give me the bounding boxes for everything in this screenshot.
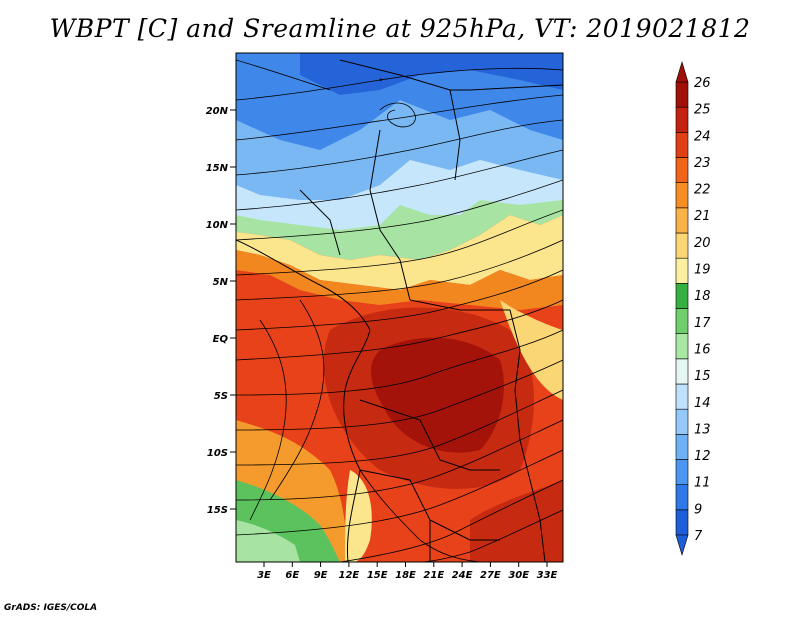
colorbar-segment xyxy=(675,333,689,360)
colorbar-segment xyxy=(675,257,689,284)
lon-tick-label: 6E xyxy=(285,570,299,581)
colorbar-segment xyxy=(675,358,689,385)
colorbar-label: 26 xyxy=(694,76,711,91)
colorbar-label: 25 xyxy=(694,103,711,118)
colorbar-label: 20 xyxy=(694,236,711,251)
colorbar-label: 22 xyxy=(694,183,711,198)
colorbar-segment xyxy=(675,308,689,334)
colorbar-label: 21 xyxy=(694,209,711,224)
colorbar-segment xyxy=(675,157,689,183)
colorbar-label: 14 xyxy=(694,396,711,411)
colorbar-label: 23 xyxy=(694,156,711,171)
lat-tick-label: EQ xyxy=(213,334,229,345)
colorbar-max-arrow xyxy=(675,60,689,83)
lat-tick-label: 10S xyxy=(207,448,228,459)
colorbar-segment xyxy=(675,132,689,158)
map-frame xyxy=(235,52,564,563)
lon-tick-label: 30E xyxy=(508,570,529,581)
colorbar-segment xyxy=(675,81,689,108)
colorbar-label: 9 xyxy=(694,502,702,517)
colorbar-segment xyxy=(675,484,689,511)
lon-tick-label: 24E xyxy=(452,570,473,581)
country-borders xyxy=(236,59,563,562)
lon-tick-label: 27E xyxy=(480,570,501,581)
colorbar-label: 13 xyxy=(694,422,711,437)
colorbar-segment xyxy=(675,509,689,536)
colorbar-segment xyxy=(675,383,689,410)
colorbar-segment xyxy=(675,207,689,234)
lat-tick-label: 15N xyxy=(206,163,229,174)
colorbar-label: 12 xyxy=(694,449,711,464)
colorbar-label: 19 xyxy=(694,263,711,278)
colorbar-segment xyxy=(675,434,689,460)
colorbar-segment xyxy=(675,459,689,485)
lat-tick-label: 5S xyxy=(214,391,228,402)
lat-tick-label: 5N xyxy=(213,277,229,288)
lon-tick-label: 3E xyxy=(257,570,271,581)
colorbar-segment xyxy=(675,283,689,309)
colorbar-label: 24 xyxy=(694,129,711,144)
streamlines xyxy=(236,59,563,562)
grads-credit: GrADS: IGES/COLA xyxy=(4,603,98,613)
lat-tick-label: 15S xyxy=(207,505,228,516)
lat-tick-label: 20N xyxy=(206,106,229,117)
lon-tick-label: 15E xyxy=(367,570,388,581)
colorbar-label: 15 xyxy=(694,369,711,384)
colorbar-label: 16 xyxy=(694,342,711,357)
colorbar-segment xyxy=(675,182,689,209)
longitude-axis: 3E 6E 9E 12E 15E 18E 21E 24E 27E 30E 33E xyxy=(257,562,558,581)
lat-tick-label: 10N xyxy=(206,220,229,231)
colorbar-min-arrow xyxy=(675,534,689,557)
lon-tick-label: 18E xyxy=(395,570,416,581)
colorbar-segment xyxy=(675,408,689,435)
latitude-axis: 20N 15N 10N 5N EQ 5S 10S 15S xyxy=(206,106,236,516)
lon-tick-label: 12E xyxy=(339,570,360,581)
colorbar-label: 7 xyxy=(694,529,703,544)
wbpt-shading xyxy=(236,53,563,562)
colorbar-label: 18 xyxy=(694,289,711,304)
colorbar-segment xyxy=(675,106,689,133)
colorbar-label: 17 xyxy=(694,316,711,331)
colorbar-segment xyxy=(675,232,689,259)
map-title: WBPT [C] and Sreamline at 925hPa, VT: 20… xyxy=(49,14,751,43)
colorbar-label: 11 xyxy=(694,476,711,491)
colorbar: 7 9 11 12 13 14 15 16 17 18 19 20 21 22 23 24 25 26 xyxy=(675,60,711,557)
lon-tick-label: 33E xyxy=(537,570,558,581)
lon-tick-label: 21E xyxy=(423,570,444,581)
lon-tick-label: 9E xyxy=(314,570,328,581)
